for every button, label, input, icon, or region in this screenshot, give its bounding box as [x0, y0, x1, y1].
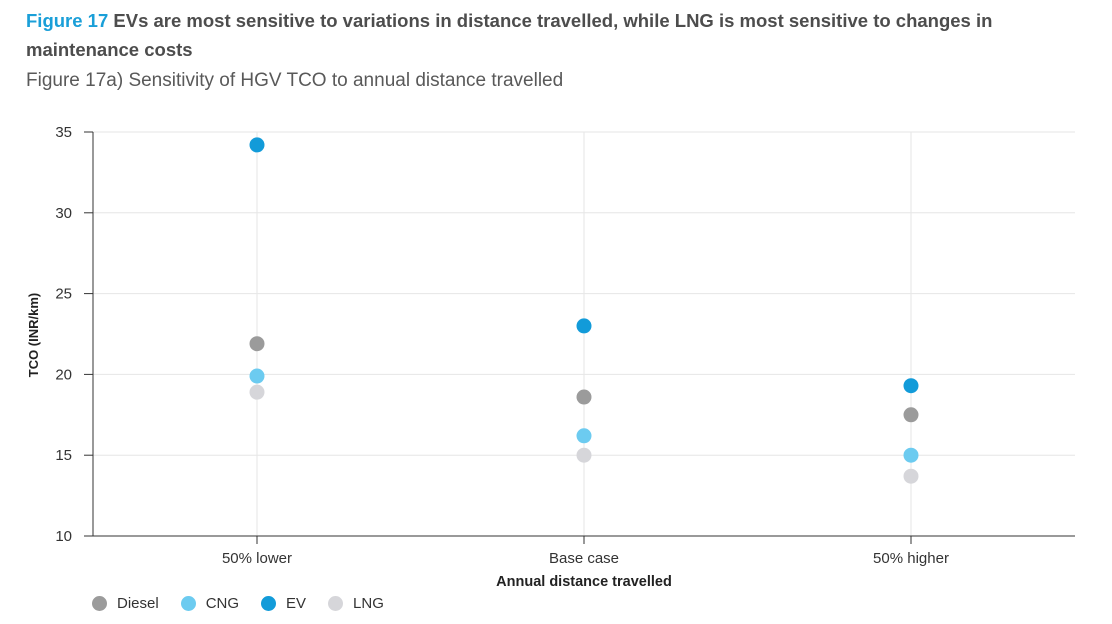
legend-label: LNG — [353, 595, 384, 612]
legend-label: Diesel — [117, 595, 159, 612]
data-point-diesel — [903, 407, 919, 423]
legend-swatch — [261, 596, 277, 611]
legend-label: CNG — [205, 595, 240, 612]
y-tick-label: 15 — [55, 447, 72, 464]
data-point-ev — [249, 137, 265, 153]
y-tick-label: 10 — [55, 528, 72, 545]
figure-title: Figure 17 EVs are most sensitive to vari… — [26, 6, 1086, 64]
legend-label: EV — [286, 595, 307, 612]
data-point-diesel — [249, 336, 265, 352]
y-axis-title: TCO (INR/km) — [26, 293, 41, 378]
y-tick-label: 25 — [55, 286, 72, 303]
data-point-cng — [249, 368, 265, 384]
y-tick-label: 35 — [55, 124, 72, 141]
x-tick-label: Base case — [549, 550, 619, 567]
data-point-cng — [903, 447, 919, 463]
data-point-lng — [903, 468, 919, 484]
data-point-cng — [576, 428, 592, 444]
figure-subtitle: Figure 17a) Sensitivity of HGV TCO to an… — [26, 70, 564, 91]
figure-title-text: EVs are most sensitive to variations in … — [26, 10, 993, 60]
y-tick-label: 30 — [55, 205, 72, 222]
legend-item-lng: LNG — [328, 595, 384, 612]
data-point-ev — [903, 378, 919, 394]
data-point-ev — [576, 318, 592, 334]
legend-swatch — [328, 596, 344, 611]
figure-number: Figure 17 — [26, 10, 109, 31]
x-axis-title: Annual distance travelled — [496, 574, 672, 590]
x-tick-label: 50% lower — [222, 550, 292, 567]
chart-legend: Diesel CNG EV LNG — [92, 595, 406, 612]
data-point-diesel — [576, 389, 592, 405]
x-tick-label: 50% higher — [873, 550, 949, 567]
legend-item-ev: EV — [261, 595, 306, 612]
data-point-lng — [576, 447, 592, 463]
legend-item-cng: CNG — [180, 595, 240, 612]
legend-swatch — [92, 596, 107, 611]
legend-swatch — [180, 596, 196, 611]
data-point-lng — [249, 384, 265, 400]
legend-item-diesel: Diesel — [92, 595, 159, 612]
figure-header: Figure 17 EVs are most sensitive to vari… — [26, 6, 1086, 94]
y-tick-label: 20 — [55, 366, 72, 383]
